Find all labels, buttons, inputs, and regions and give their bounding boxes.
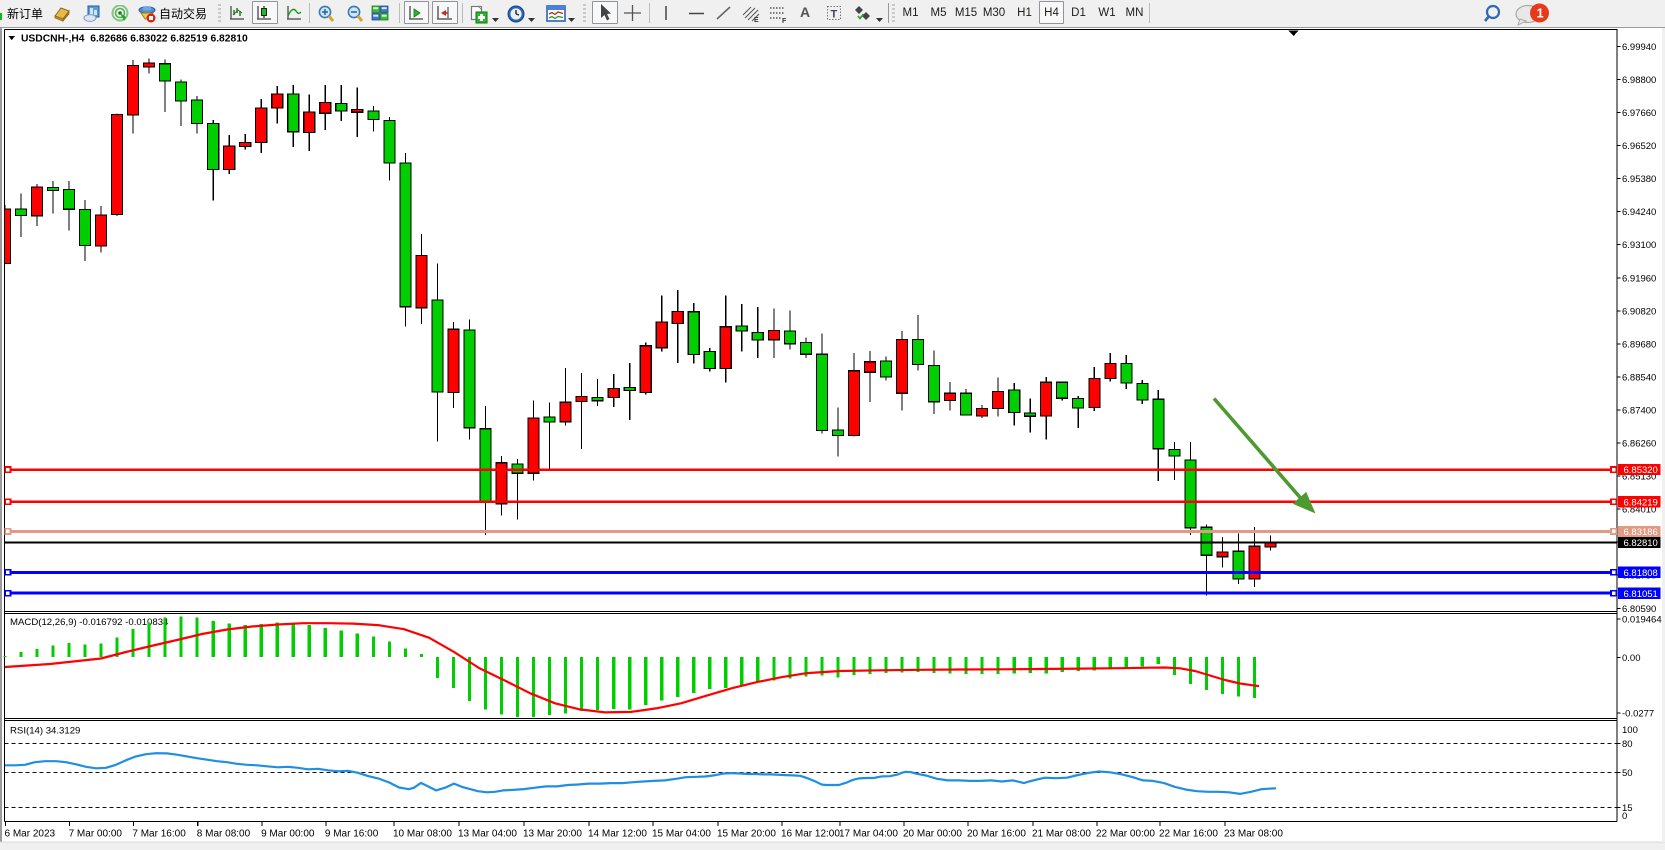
svg-text:T: T xyxy=(831,9,838,21)
svg-text:13 Mar 04:00: 13 Mar 04:00 xyxy=(458,829,517,840)
svg-text:14 Mar 12:00: 14 Mar 12:00 xyxy=(588,829,647,840)
svg-text:10 Mar 08:00: 10 Mar 08:00 xyxy=(393,829,452,840)
svg-text:6.97660: 6.97660 xyxy=(1622,108,1656,119)
svg-text:20 Mar 00:00: 20 Mar 00:00 xyxy=(903,829,962,840)
svg-text:1: 1 xyxy=(1537,6,1544,21)
svg-text:6.84010: 6.84010 xyxy=(1622,505,1656,516)
svg-text:22 Mar 00:00: 22 Mar 00:00 xyxy=(1096,829,1155,840)
svg-text:6.85320: 6.85320 xyxy=(1624,465,1658,476)
svg-text:15 Mar 20:00: 15 Mar 20:00 xyxy=(717,829,776,840)
svg-text:6.90820: 6.90820 xyxy=(1622,306,1656,317)
svg-text:USDCNH-,H4 6.82686 6.83022 6.: USDCNH-,H4 6.82686 6.83022 6.82519 6.828… xyxy=(21,34,248,45)
svg-text:RSI(14) 34.3129: RSI(14) 34.3129 xyxy=(10,726,80,737)
svg-text:15 Mar 04:00: 15 Mar 04:00 xyxy=(652,829,711,840)
svg-text:20 Mar 16:00: 20 Mar 16:00 xyxy=(967,829,1026,840)
svg-text:6.81808: 6.81808 xyxy=(1624,568,1658,579)
svg-text:50: 50 xyxy=(1622,768,1633,779)
svg-text:15: 15 xyxy=(1622,803,1633,814)
svg-text:22 Mar 16:00: 22 Mar 16:00 xyxy=(1159,829,1218,840)
svg-text:9 Mar 16:00: 9 Mar 16:00 xyxy=(325,829,379,840)
svg-text:6.84219: 6.84219 xyxy=(1624,497,1658,508)
svg-text:6.89680: 6.89680 xyxy=(1622,339,1656,350)
svg-text:6.88540: 6.88540 xyxy=(1622,372,1656,383)
svg-text:6.91960: 6.91960 xyxy=(1622,273,1656,284)
svg-text:6.85130: 6.85130 xyxy=(1622,472,1656,483)
svg-text:6.86260: 6.86260 xyxy=(1622,439,1656,450)
svg-text:6.83186: 6.83186 xyxy=(1624,527,1658,538)
svg-text:6.98800: 6.98800 xyxy=(1622,75,1656,86)
svg-text:100: 100 xyxy=(1622,725,1638,736)
svg-text:8 Mar 08:00: 8 Mar 08:00 xyxy=(197,829,251,840)
svg-text:17 Mar 04:00: 17 Mar 04:00 xyxy=(839,829,898,840)
svg-text:13 Mar 20:00: 13 Mar 20:00 xyxy=(523,829,582,840)
svg-text:6.87400: 6.87400 xyxy=(1622,405,1656,416)
svg-text:6.80590: 6.80590 xyxy=(1622,604,1656,615)
svg-text:80: 80 xyxy=(1622,739,1633,750)
svg-text:E: E xyxy=(754,17,759,24)
svg-text:F: F xyxy=(782,18,787,24)
svg-text:6.94240: 6.94240 xyxy=(1622,207,1656,218)
svg-text:6.82810: 6.82810 xyxy=(1624,538,1658,549)
svg-text:6 Mar 2023: 6 Mar 2023 xyxy=(5,829,56,840)
svg-text:6.96520: 6.96520 xyxy=(1622,141,1656,152)
svg-text:7 Mar 16:00: 7 Mar 16:00 xyxy=(132,829,186,840)
svg-text:9 Mar 00:00: 9 Mar 00:00 xyxy=(261,829,315,840)
svg-text:0.019464: 0.019464 xyxy=(1622,615,1662,626)
svg-text:6.95380: 6.95380 xyxy=(1622,174,1656,185)
svg-text:-0.0277: -0.0277 xyxy=(1622,709,1654,720)
svg-text:0: 0 xyxy=(1622,811,1627,822)
svg-text:16 Mar 12:00: 16 Mar 12:00 xyxy=(781,829,840,840)
svg-text:6.93100: 6.93100 xyxy=(1622,240,1656,251)
svg-text:6.99940: 6.99940 xyxy=(1622,42,1656,53)
svg-text:MACD(12,26,9) -0.016792 -0.010: MACD(12,26,9) -0.016792 -0.010834 xyxy=(10,617,169,628)
svg-text:21 Mar 08:00: 21 Mar 08:00 xyxy=(1032,829,1091,840)
svg-text:23 Mar 08:00: 23 Mar 08:00 xyxy=(1224,829,1283,840)
svg-text:0.00: 0.00 xyxy=(1622,653,1641,664)
svg-text:7 Mar 00:00: 7 Mar 00:00 xyxy=(69,829,123,840)
svg-text:6.81051: 6.81051 xyxy=(1624,589,1658,600)
